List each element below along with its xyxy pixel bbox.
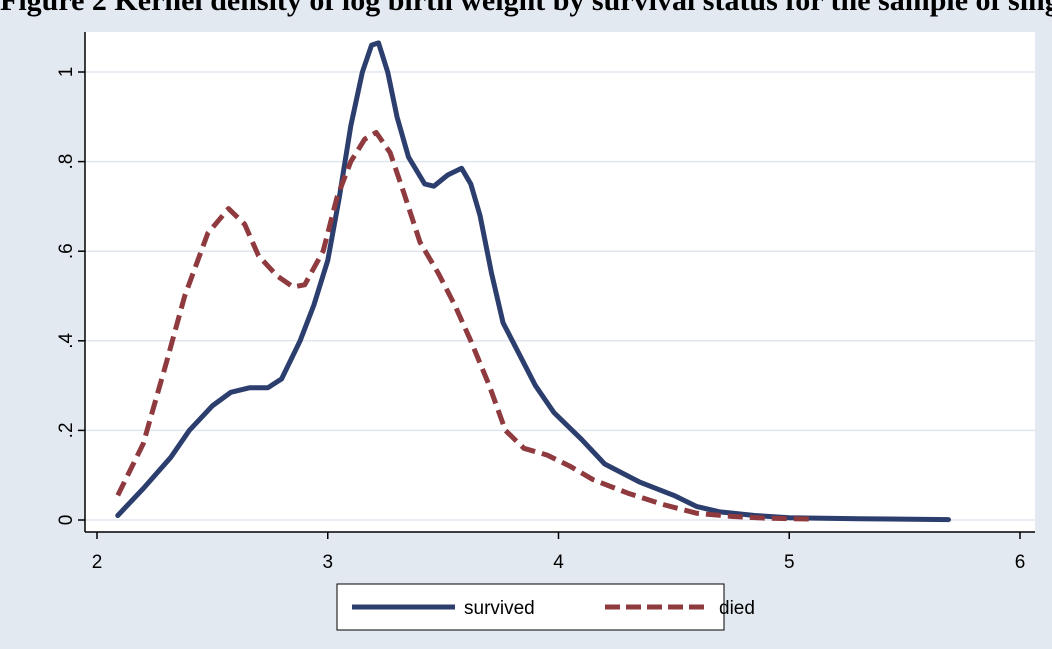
series-line-died <box>115 130 813 522</box>
chart-title: Figure 2 Kernel density of log birth wei… <box>0 0 1052 17</box>
plot-area <box>85 32 1035 532</box>
x-tick-label: 3 <box>322 552 333 573</box>
axis-ticks: 0 .2 .4 .6 .8 1 2 3 4 5 6 <box>56 67 1025 573</box>
y-tick-label: .2 <box>56 422 77 438</box>
x-tick-label: 4 <box>553 552 564 573</box>
y-tick-label: .4 <box>56 332 77 348</box>
y-tick-label: .8 <box>56 154 77 170</box>
y-tick-label: 1 <box>56 67 77 78</box>
x-tick-label: 5 <box>784 552 795 573</box>
x-tick-label: 6 <box>1015 552 1026 573</box>
series-line-survived <box>115 40 951 523</box>
x-tick-label: 2 <box>92 552 103 573</box>
legend-label-died: died <box>719 598 755 619</box>
y-tick-label: 0 <box>56 515 77 526</box>
y-tick-label: .6 <box>56 243 77 259</box>
series-group <box>115 40 951 523</box>
legend: survived died <box>336 583 755 631</box>
legend-label-survived: survived <box>464 598 535 619</box>
